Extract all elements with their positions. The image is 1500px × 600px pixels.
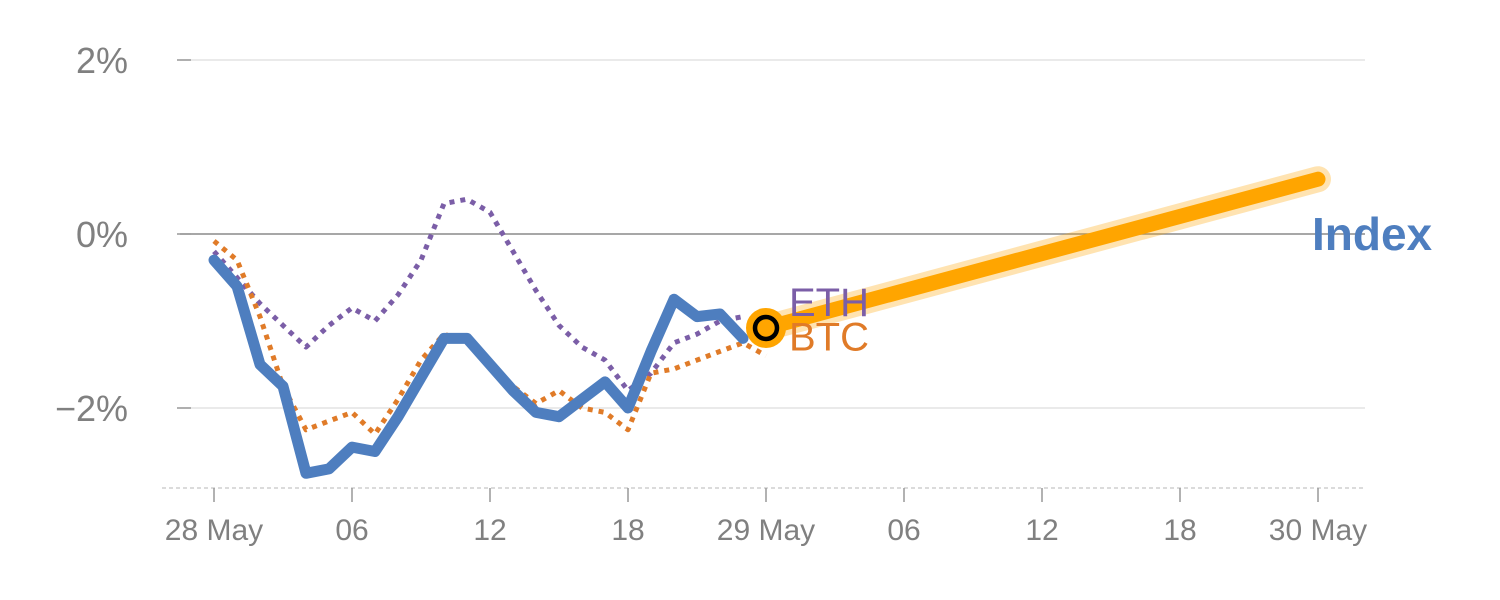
forecast-layer bbox=[746, 166, 1331, 348]
series-layer bbox=[208, 196, 768, 479]
series-line-btc bbox=[212, 239, 768, 437]
x-tick-label: 29 May bbox=[717, 514, 815, 547]
series-line-eth bbox=[212, 196, 744, 394]
x-tick-label: 18 bbox=[1163, 514, 1196, 547]
last-point-marker bbox=[752, 314, 780, 342]
forecast-band bbox=[758, 171, 1326, 336]
series-line-index bbox=[208, 254, 749, 479]
series-label-index: Index bbox=[1312, 208, 1433, 260]
series-label-eth: ETH bbox=[789, 281, 869, 325]
y-tick-label: −2% bbox=[55, 388, 128, 429]
x-tick-label: 06 bbox=[335, 514, 368, 547]
x-tick-label: 12 bbox=[473, 514, 506, 547]
y-tick-label: 2% bbox=[76, 40, 128, 81]
x-tick-label: 28 May bbox=[165, 514, 263, 547]
grid-layer: 2% 0% −2% 28 May 06 12 18 29 May 06 12 18 30 May bbox=[55, 40, 1367, 547]
series-label-btc: BTC bbox=[789, 316, 869, 360]
x-tick-label: 06 bbox=[887, 514, 920, 547]
y-tick-label: 0% bbox=[76, 214, 128, 255]
x-tick-label: 30 May bbox=[1269, 514, 1367, 547]
x-tick-label: 12 bbox=[1025, 514, 1058, 547]
x-tick-label: 18 bbox=[611, 514, 644, 547]
